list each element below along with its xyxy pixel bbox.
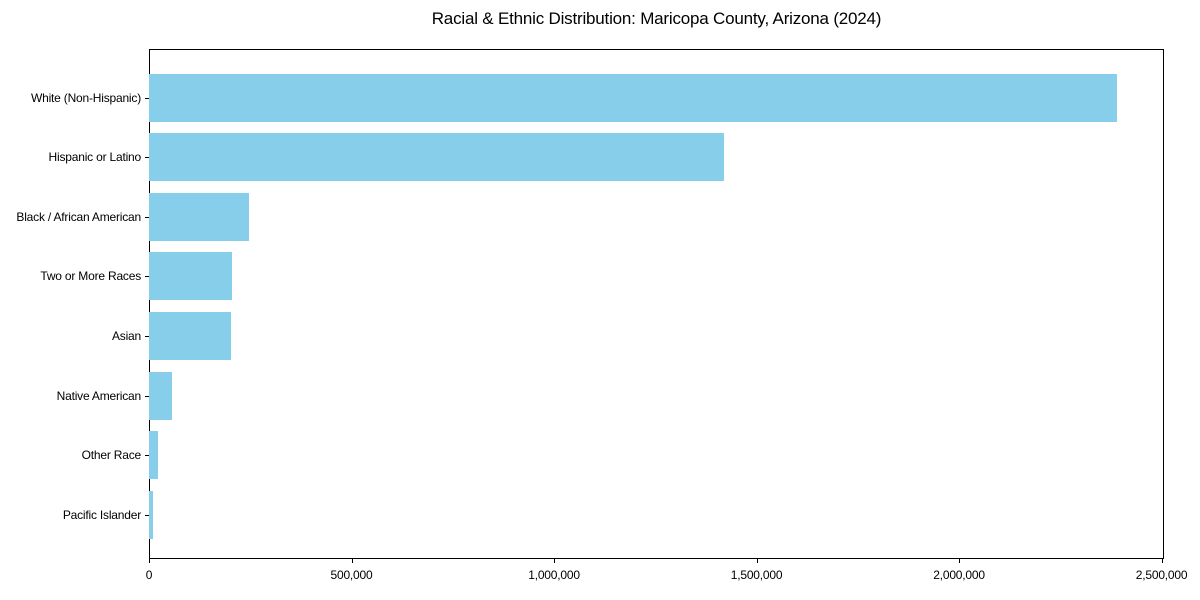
y-tick-mark <box>145 157 149 159</box>
x-axis-tick-label: 2,500,000 <box>1135 568 1188 582</box>
x-axis-tick-label: 500,000 <box>330 568 373 582</box>
y-tick-mark <box>145 395 149 397</box>
bar <box>149 371 172 420</box>
bar <box>149 133 725 182</box>
x-axis-tick-label: 1,500,000 <box>730 568 783 582</box>
y-axis-label: White (Non-Hispanic) <box>30 90 141 105</box>
bar <box>149 431 158 480</box>
bar <box>149 192 250 241</box>
x-tick-mark <box>149 559 150 563</box>
y-axis-label: Asian <box>111 328 141 343</box>
y-axis-label: Two or More Races <box>40 269 141 284</box>
y-axis-label: Hispanic or Latino <box>48 150 142 165</box>
y-tick-mark <box>145 97 149 99</box>
y-axis-label: Other Race <box>81 448 142 463</box>
x-tick-mark <box>351 559 353 563</box>
y-tick-mark <box>145 276 149 278</box>
y-tick-mark <box>145 514 149 516</box>
x-tick-mark <box>1161 559 1163 563</box>
y-tick-mark <box>145 335 149 337</box>
x-axis-tick-label: 1,000,000 <box>528 568 580 582</box>
y-tick-mark <box>145 216 149 218</box>
x-tick-mark <box>554 559 556 563</box>
bar <box>149 490 154 539</box>
y-tick-mark <box>145 455 149 457</box>
chart-title: Racial & Ethnic Distribution: Maricopa C… <box>431 9 882 28</box>
bar <box>149 73 1118 122</box>
x-axis-tick-label: 2,000,000 <box>933 568 985 582</box>
y-axis-label: Black / African American <box>16 209 141 224</box>
x-tick-mark <box>756 559 758 563</box>
plot-area <box>149 49 1164 559</box>
bar <box>149 252 233 301</box>
y-axis-label: Native American <box>56 388 142 403</box>
x-tick-mark <box>959 559 961 563</box>
x-axis-tick-label: 0 <box>145 568 153 582</box>
y-axis-label: Pacific Islander <box>62 507 141 522</box>
bar <box>149 311 231 360</box>
